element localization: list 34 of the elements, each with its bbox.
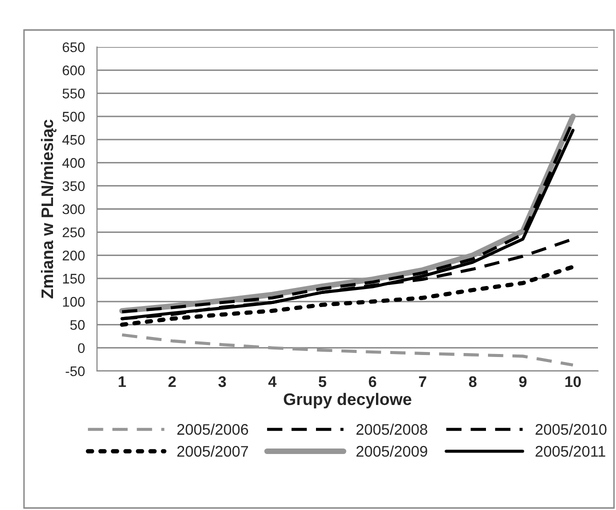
x-tick-label: 5 — [318, 376, 326, 388]
y-tick-label: 350 — [62, 181, 85, 192]
legend-label: 2005/2007 — [177, 446, 248, 457]
x-tick-label: 1 — [118, 376, 126, 387]
x-tick-label: 6 — [368, 376, 376, 388]
y-tick-label: 0 — [78, 343, 85, 354]
y-tick-label: 200 — [62, 250, 85, 260]
legend-label: 2005/2010 — [536, 424, 606, 435]
x-tick-label: 4 — [268, 376, 277, 387]
legend-label: 2005/2006 — [177, 424, 248, 435]
legend-label: 2005/2009 — [356, 446, 428, 457]
y-tick-label: 50 — [70, 320, 85, 330]
y-tick-label: 100 — [63, 296, 85, 307]
y-tick-label: 600 — [62, 65, 85, 76]
y-tick-label: 450 — [62, 134, 85, 145]
y-tick-label: -50 — [66, 366, 85, 376]
legend-label: 2005/2008 — [356, 424, 428, 435]
x-tick-label: 8 — [468, 376, 477, 388]
x-tick-label: 9 — [519, 376, 527, 388]
y-tick-label: 150 — [63, 274, 85, 284]
y-axis-title: Zmiana w PLN/miesiąc — [40, 120, 56, 298]
y-tick-label: 250 — [62, 227, 85, 238]
y-tick-label: 300 — [62, 204, 85, 214]
x-tick-label: 3 — [218, 376, 226, 388]
x-tick-label: 10 — [565, 376, 581, 388]
y-tick-label: 500 — [62, 112, 85, 122]
x-axis-title: Grupy decylowe — [284, 392, 412, 408]
y-tick-label: 650 — [62, 42, 85, 52]
line-series — [120, 333, 574, 367]
x-tick-label: 7 — [419, 376, 426, 387]
x-tick-label: 2 — [168, 376, 176, 387]
legend-label: 2005/2011 — [536, 446, 606, 457]
y-tick-label: 400 — [62, 158, 85, 168]
y-tick-label: 550 — [62, 88, 85, 98]
